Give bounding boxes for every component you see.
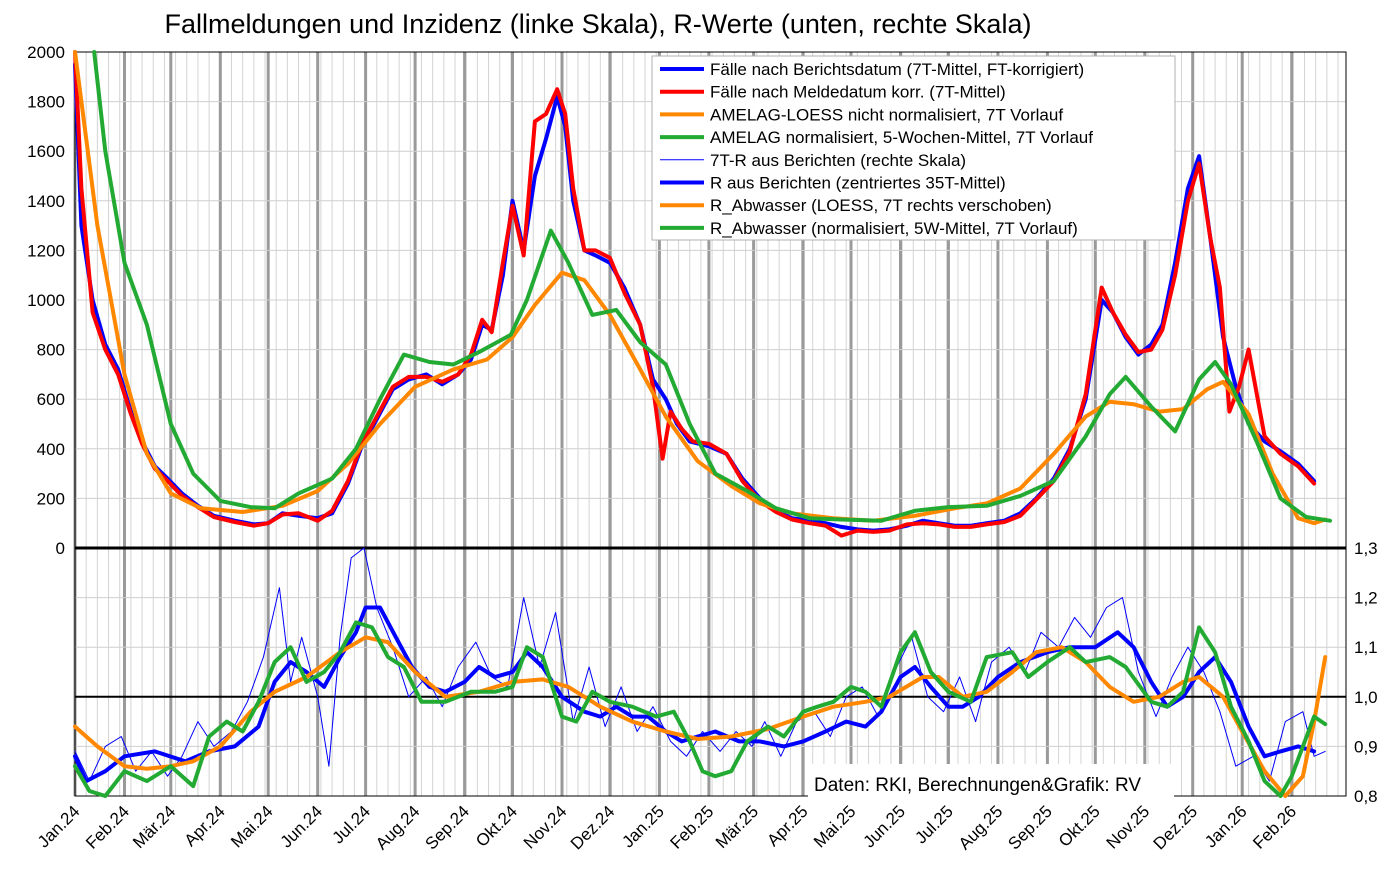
legend-label-6: R_Abwasser (LOESS, 7T rechts verschoben) (710, 196, 1052, 215)
right-y-tick-label: 1,2 (1354, 589, 1378, 608)
axes-layer (74, 51, 1347, 797)
legend-label-3: AMELAG normalisiert, 5-Wochen-Mittel, 7T… (710, 128, 1093, 147)
right-y-tick-label: 1,3 (1354, 539, 1378, 558)
credit-text: Daten: RKI, Berechnungen&Grafik: RV (814, 775, 1141, 796)
left-y-tick-label: 1400 (27, 192, 65, 211)
r-panel-series-0 (74, 547, 1326, 782)
legend-label-4: 7T-R aus Berichten (rechte Skala) (710, 151, 966, 170)
credit-box: Daten: RKI, Berechnungen&Grafik: RV (808, 764, 1174, 797)
plot-frame (74, 51, 1347, 797)
left-y-tick-label: 200 (37, 489, 65, 508)
legend: Fälle nach Berichtsdatum (7T-Mittel, FT-… (651, 55, 1176, 241)
legend-label-1: Fälle nach Meldedatum korr. (7T-Mittel) (710, 83, 1006, 102)
case-panel-series-1 (73, 50, 1317, 538)
case-panel-series-3 (92, 50, 1332, 523)
left-y-tick-label: 600 (37, 390, 65, 409)
left-y-tick-label: 1600 (27, 142, 65, 161)
legend-label-0: Fälle nach Berichtsdatum (7T-Mittel, FT-… (710, 60, 1084, 79)
right-y-tick-label: 0,9 (1354, 737, 1378, 756)
left-y-tick-label: 800 (37, 341, 65, 360)
series-layer (73, 50, 1332, 798)
left-y-tick-label: 1800 (27, 93, 65, 112)
credit-background (808, 764, 1174, 797)
legend-box (651, 55, 1176, 241)
r-panel-series-3 (73, 620, 1328, 798)
right-y-tick-label: 1,1 (1354, 638, 1378, 657)
left-y-tick-label: 1000 (27, 291, 65, 310)
left-y-tick-label: 1200 (27, 241, 65, 260)
left-y-tick-label: 2000 (27, 43, 65, 62)
right-y-tick-label: 1,0 (1354, 688, 1378, 707)
right-y-tick-label: 0,8 (1354, 787, 1378, 806)
legend-label-7: R_Abwasser (normalisiert, 5W-Mittel, 7T … (710, 219, 1078, 238)
left-y-tick-label: 400 (37, 440, 65, 459)
left-y-tick-label: 0 (56, 539, 65, 558)
legend-label-5: R aus Berichten (zentriertes 35T-Mittel) (710, 174, 1006, 193)
chart-title: Fallmeldungen und Inzidenz (linke Skala)… (165, 9, 1032, 39)
legend-label-2: AMELAG-LOESS nicht normalisiert, 7T Vorl… (710, 105, 1063, 124)
